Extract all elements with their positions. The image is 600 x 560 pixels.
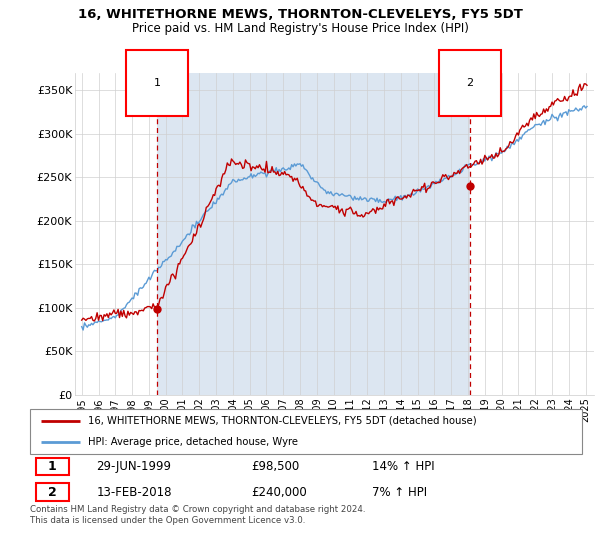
- Text: 16, WHITETHORNE MEWS, THORNTON-CLEVELEYS, FY5 5DT (detached house): 16, WHITETHORNE MEWS, THORNTON-CLEVELEYS…: [88, 416, 476, 426]
- Text: Price paid vs. HM Land Registry's House Price Index (HPI): Price paid vs. HM Land Registry's House …: [131, 22, 469, 35]
- Bar: [35, 483, 68, 501]
- Text: 13-FEB-2018: 13-FEB-2018: [96, 486, 172, 499]
- Text: 2: 2: [48, 486, 56, 499]
- Text: 1: 1: [154, 78, 161, 88]
- Text: HPI: Average price, detached house, Wyre: HPI: Average price, detached house, Wyre: [88, 436, 298, 446]
- Text: 29-JUN-1999: 29-JUN-1999: [96, 460, 171, 473]
- Text: £98,500: £98,500: [251, 460, 299, 473]
- Text: Contains HM Land Registry data © Crown copyright and database right 2024.
This d: Contains HM Land Registry data © Crown c…: [30, 505, 365, 525]
- Text: 2: 2: [466, 78, 473, 88]
- Text: 1: 1: [48, 460, 56, 473]
- Bar: [35, 458, 68, 475]
- Text: 7% ↑ HPI: 7% ↑ HPI: [372, 486, 427, 499]
- Text: 16, WHITETHORNE MEWS, THORNTON-CLEVELEYS, FY5 5DT: 16, WHITETHORNE MEWS, THORNTON-CLEVELEYS…: [77, 8, 523, 21]
- Text: 14% ↑ HPI: 14% ↑ HPI: [372, 460, 435, 473]
- Bar: [157, 73, 470, 395]
- Text: £240,000: £240,000: [251, 486, 307, 499]
